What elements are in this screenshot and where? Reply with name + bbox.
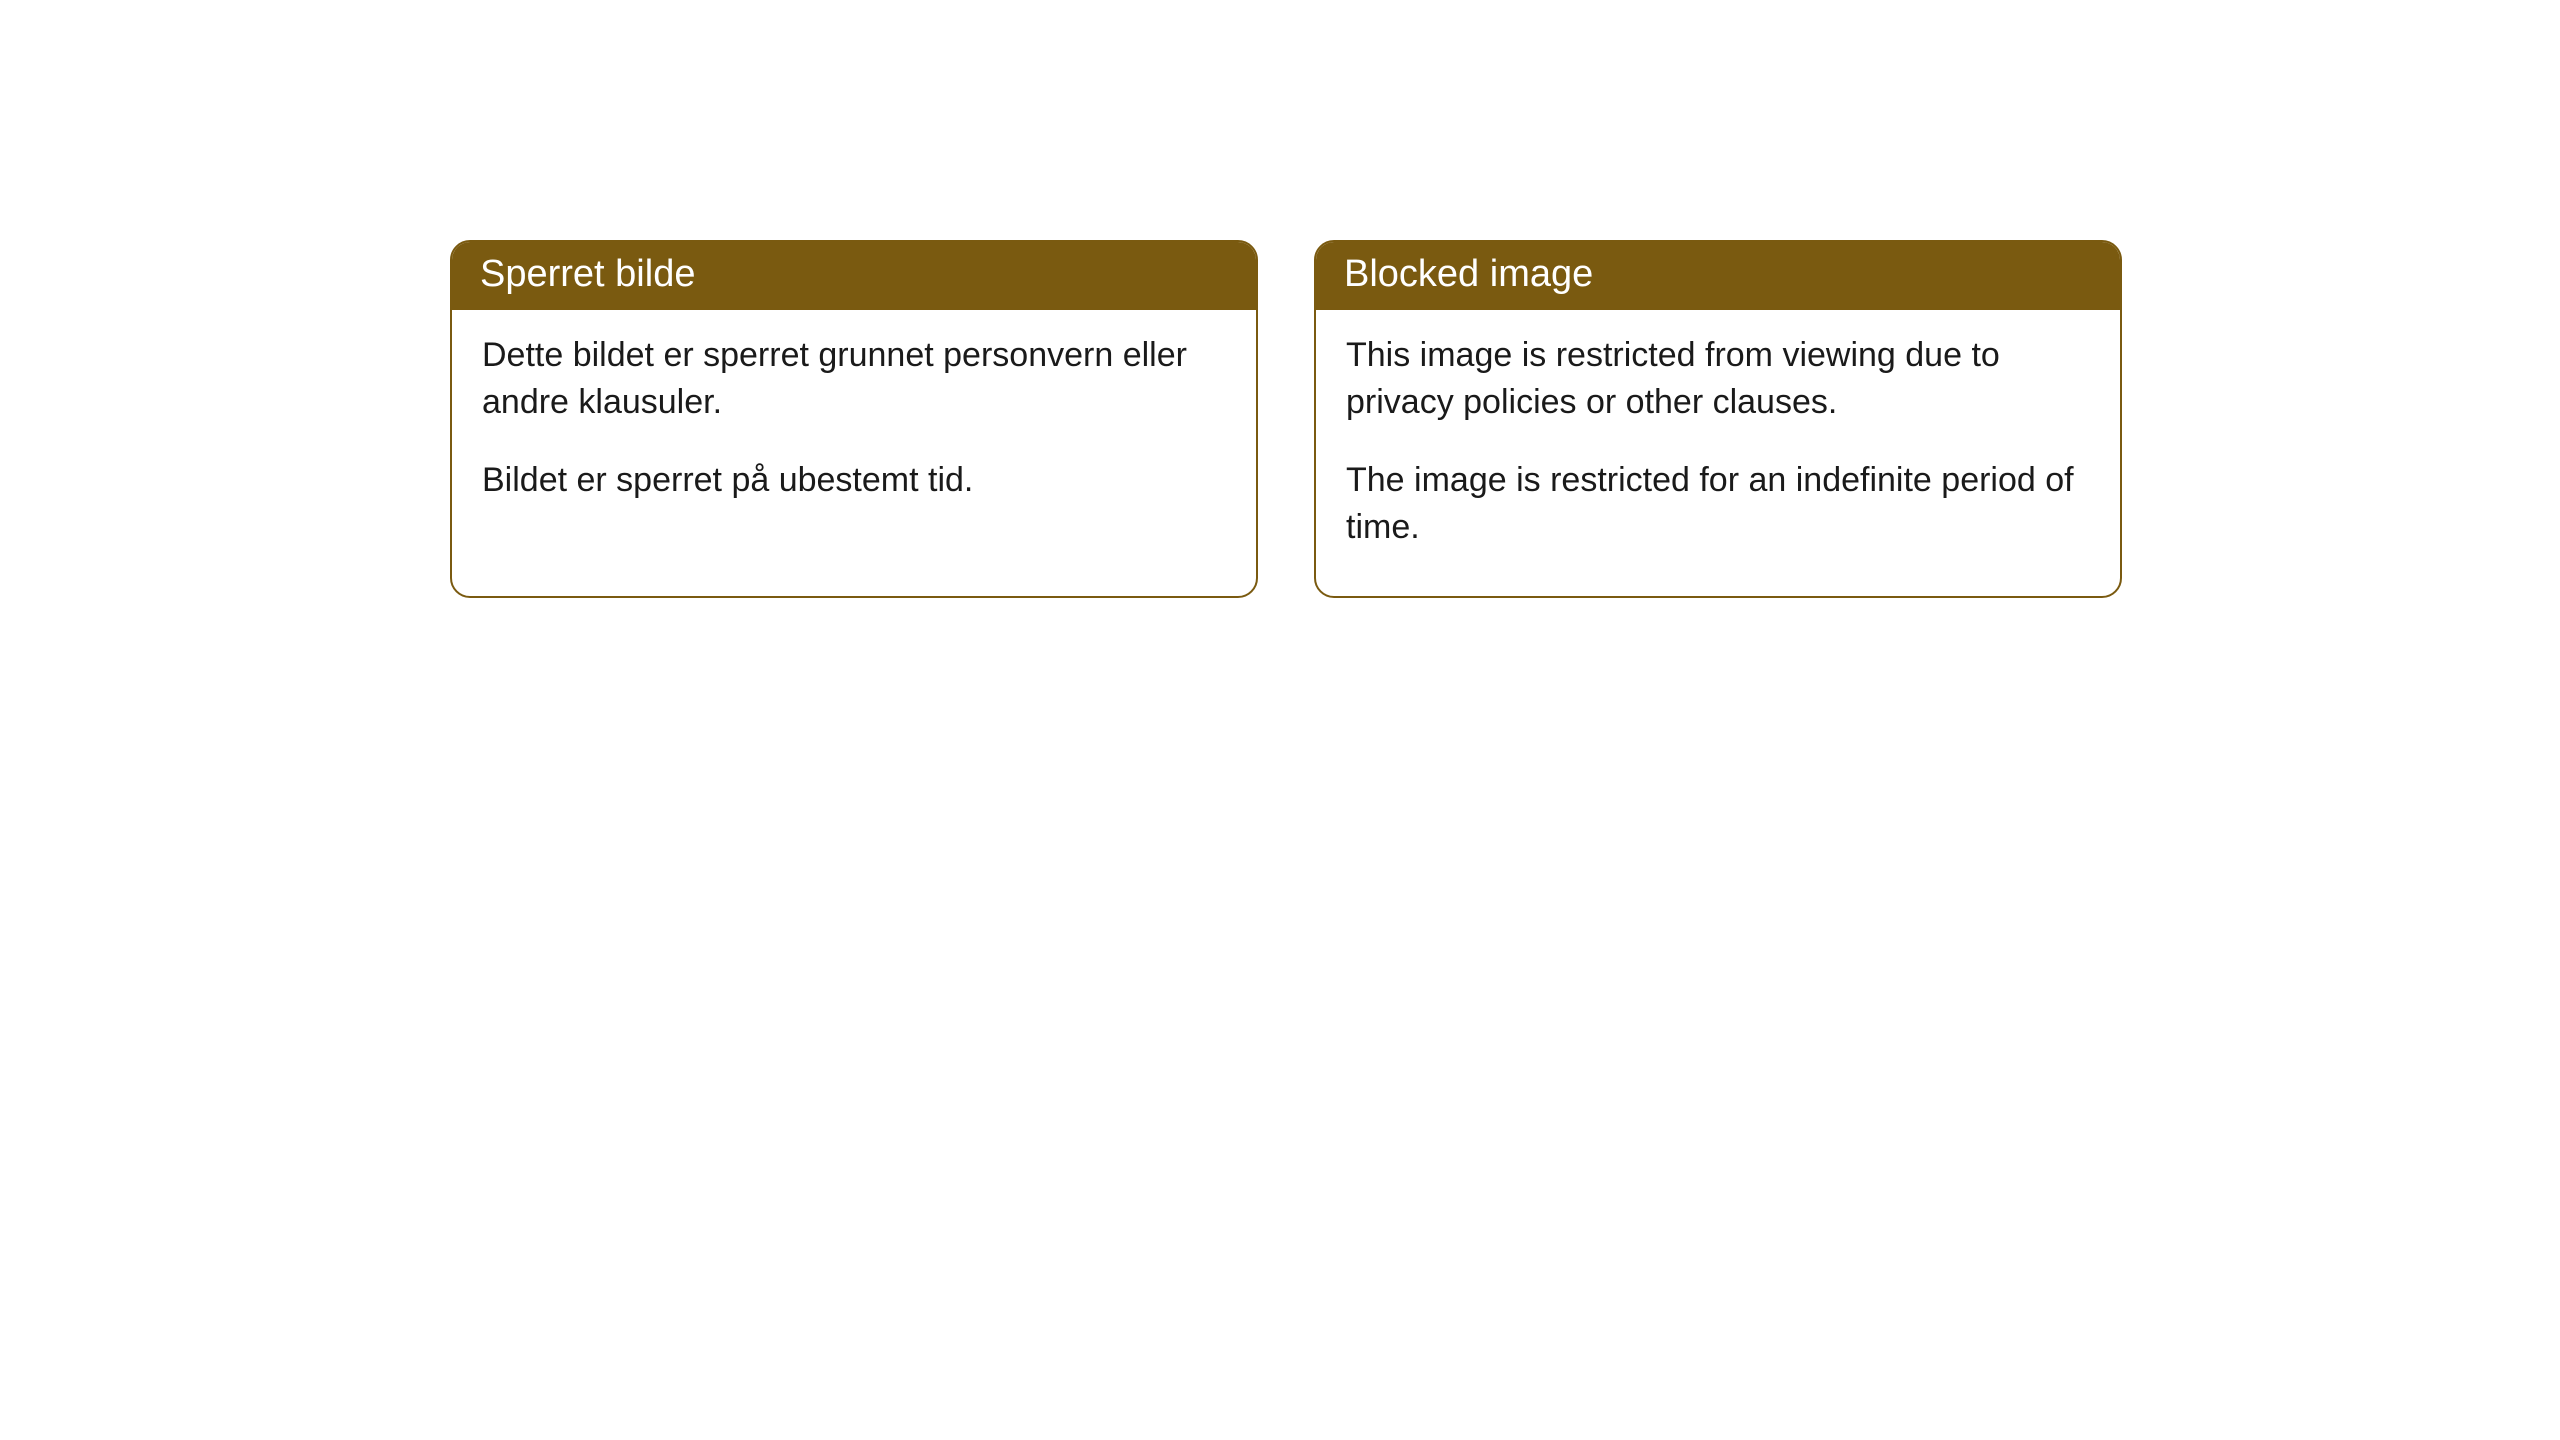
cards-container: Sperret bilde Dette bildet er sperret gr… — [450, 240, 2560, 598]
blocked-image-card-english: Blocked image This image is restricted f… — [1314, 240, 2122, 598]
card-body: This image is restricted from viewing du… — [1316, 310, 2120, 596]
card-paragraph: Bildet er sperret på ubestemt tid. — [482, 457, 1226, 505]
card-paragraph: This image is restricted from viewing du… — [1346, 332, 2090, 427]
card-body: Dette bildet er sperret grunnet personve… — [452, 310, 1256, 549]
card-paragraph: The image is restricted for an indefinit… — [1346, 457, 2090, 552]
blocked-image-card-norwegian: Sperret bilde Dette bildet er sperret gr… — [450, 240, 1258, 598]
card-header: Blocked image — [1316, 242, 2120, 310]
card-paragraph: Dette bildet er sperret grunnet personve… — [482, 332, 1226, 427]
card-header: Sperret bilde — [452, 242, 1256, 310]
